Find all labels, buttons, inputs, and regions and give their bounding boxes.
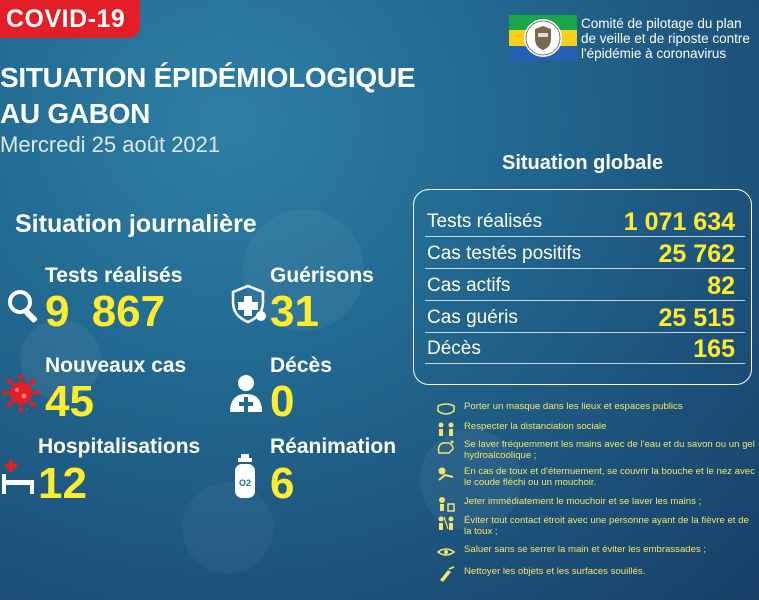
virus-icon (2, 374, 40, 417)
tip-item: Nettoyer les objets et les surfaces soui… (436, 566, 756, 582)
daily-guerisons-label: Guérisons (270, 264, 374, 287)
hand-wash-icon (437, 440, 454, 454)
tissue-bin-icon (439, 497, 455, 512)
covid-badge: COVID-19 (0, 0, 140, 38)
tip-text: Jeter immédiatement le mouchoir et se la… (464, 496, 702, 507)
global-row-value: 1 071 634 (623, 208, 735, 236)
daily-rea-label: Réanimation (270, 435, 397, 458)
deceased-person-icon (228, 374, 264, 419)
tip-item: Éviter tout contact étroit avec une pers… (436, 515, 756, 537)
committee-line3: l'épidémie à coronavirus (581, 46, 727, 61)
committee-line1: Comité de pilotage du plan (581, 16, 742, 31)
tip-item: En cas de toux et d'éternuement, se couv… (436, 466, 756, 488)
global-row-value: 165 (693, 335, 735, 363)
daily-deces-label: Décès (270, 354, 332, 377)
daily-tests-value: 9 867 (45, 287, 166, 336)
global-row-label: Décès (427, 338, 481, 359)
daily-cas-value: 45 (45, 377, 94, 426)
oxygen-tank-icon: O2 (232, 454, 258, 505)
tip-text: Se laver fréquemment les mains avec de l… (464, 439, 755, 461)
tip-text: Saluer sans se serrer la main et éviter … (464, 544, 707, 555)
mask-icon (437, 403, 455, 415)
global-row-label: Tests réalisés (427, 211, 543, 232)
tip-text: Éviter tout contact étroit avec une pers… (464, 515, 749, 537)
global-row: Cas actifs 82 (425, 270, 745, 301)
global-row-value: 25 515 (658, 304, 735, 332)
tip-text: En cas de toux et d'éternuement, se couv… (464, 466, 755, 488)
avoid-contact-icon (438, 516, 454, 530)
global-row-value: 25 762 (658, 240, 735, 268)
distancing-icon (438, 422, 454, 436)
global-row-value: 82 (707, 272, 735, 300)
tip-item: Porter un masque dans les lieux et espac… (436, 401, 756, 417)
daily-rea-value: 6 (270, 459, 295, 508)
tip-item: Saluer sans se serrer la main et éviter … (436, 544, 756, 560)
no-handshake-icon (436, 548, 456, 556)
global-row: Décès 165 (425, 333, 745, 364)
tip-text: Porter un masque dans les lieux et espac… (464, 401, 683, 412)
cleaning-icon (440, 566, 455, 582)
daily-tests-label: Tests réalisés (45, 264, 183, 287)
daily-hosp-value: 12 (38, 459, 87, 508)
daily-cas-label: Nouveaux cas (45, 354, 187, 377)
hospital-bed-icon (0, 456, 36, 501)
global-stats-box (413, 189, 752, 385)
daily-deces-value: 0 (270, 377, 295, 426)
global-row: Cas guéris 25 515 (425, 302, 745, 333)
global-section-title: Situation globale (502, 152, 664, 174)
committee-line2: de veille et de riposte contre (581, 31, 750, 46)
global-row-label: Cas guéris (427, 307, 518, 328)
daily-hosp-label: Hospitalisations (38, 435, 201, 458)
global-row-label: Cas testés positifs (427, 243, 582, 264)
health-shield-icon (228, 284, 268, 329)
tip-item: Respecter la distanciation sociale (436, 421, 756, 437)
page-title-line1: SITUATION ÉPIDÉMIOLOGIQUE (0, 62, 416, 93)
tip-item: Jeter immédiatement le mouchoir et se la… (436, 496, 756, 512)
report-date: Mercredi 25 août 2021 (0, 132, 221, 157)
magnifier-icon (6, 288, 42, 329)
global-row: Tests réalisés 1 071 634 (425, 206, 745, 237)
tip-item: Se laver fréquemment les mains avec de l… (436, 439, 756, 461)
tip-text: Nettoyer les objets et les surfaces soui… (464, 566, 646, 577)
committee-name: Comité de pilotage du plan de veille et … (581, 16, 750, 61)
page-title-line2: AU GABON (0, 98, 151, 129)
svg-text:O2: O2 (239, 478, 251, 488)
global-row: Cas testés positifs 25 762 (425, 238, 745, 269)
cough-elbow-icon (438, 467, 454, 481)
daily-section-title: Situation journalière (15, 210, 257, 238)
daily-guerisons-value: 31 (270, 287, 319, 336)
gabon-coat-of-arms-logo (509, 15, 577, 61)
tip-text: Respecter la distanciation sociale (464, 421, 607, 432)
global-row-label: Cas actifs (427, 275, 511, 296)
